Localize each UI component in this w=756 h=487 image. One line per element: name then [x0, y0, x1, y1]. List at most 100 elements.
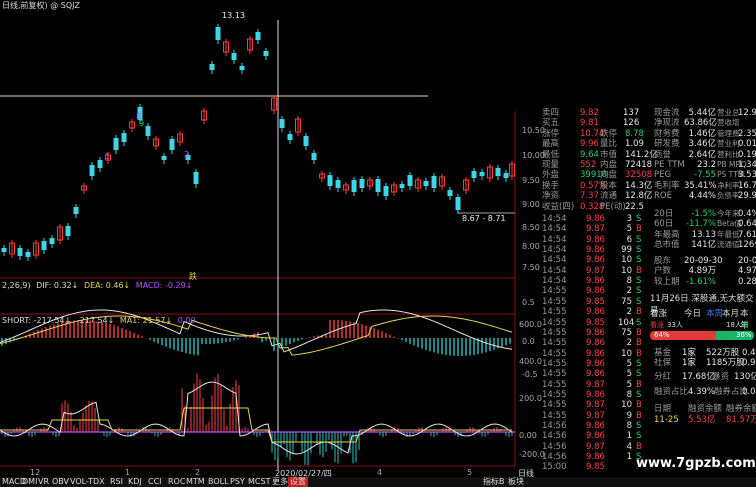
tick-time: 15:00	[542, 462, 567, 473]
candle-body	[239, 66, 245, 70]
margin-label: 融资占比	[654, 387, 689, 397]
tick-time: 14:55	[542, 379, 567, 390]
quote-value: 9.96	[580, 139, 599, 150]
candle-body	[343, 184, 349, 191]
indicator-tab[interactable]: OBV	[52, 477, 70, 486]
tick-price: 9.86	[586, 307, 605, 318]
quote-value: 9.64	[580, 149, 599, 160]
fin-value2: 0.4%	[738, 209, 756, 219]
quote-label: 换手	[542, 180, 560, 191]
fund-pct: 0.4%	[742, 348, 756, 358]
indicator-tab[interactable]: ROC	[168, 477, 186, 486]
indicator-tab[interactable]: 更多	[272, 477, 288, 486]
quote-label2: PE(动)	[600, 201, 626, 212]
candle-body	[223, 41, 229, 53]
indicator-tab[interactable]: MACD	[2, 477, 26, 486]
fund-label: 基金	[654, 348, 672, 358]
indicator-tab[interactable]: MCST	[248, 477, 271, 486]
quote-label: 涨停	[542, 128, 560, 139]
poll-tab-today[interactable]: 今日	[684, 309, 702, 319]
short-ma1: MA1: 21.57↓	[119, 316, 173, 325]
tick-volume: 4	[626, 441, 632, 452]
candle-body	[9, 242, 15, 255]
indicator-tab[interactable]: DMI	[22, 477, 38, 486]
y-tick: 10.00	[522, 151, 545, 160]
tick-volume: 2	[626, 338, 632, 349]
candle-body	[1, 248, 7, 252]
indicator-tab[interactable]: MTM	[186, 477, 205, 486]
poll-tab-week[interactable]: 本周	[706, 309, 724, 319]
tick-volume: 8	[626, 276, 632, 287]
period-label[interactable]: 日线	[518, 469, 534, 478]
fund-label: 社保	[654, 358, 672, 369]
tick-flag: B	[636, 224, 642, 235]
tick-price: 9.86	[586, 338, 605, 349]
fin-label2: Beta值	[717, 219, 742, 229]
candle-body	[73, 207, 79, 214]
quote-value2: 1.09	[625, 139, 644, 150]
tick-time: 14:56	[542, 421, 567, 431]
indicator-tab[interactable]: BOLL	[208, 477, 229, 486]
tooltip-box	[280, 232, 460, 256]
candle-body	[311, 153, 317, 160]
tick-price: 9.87	[586, 410, 605, 421]
div-label2: 暴资	[712, 372, 730, 382]
fin-value: -7.55	[694, 170, 716, 181]
tick-flag: S	[636, 421, 642, 431]
fin-label: PEG	[654, 170, 672, 181]
news-line[interactable]: 11月26日 深股通,无大额交易	[650, 294, 754, 316]
candle-body	[65, 226, 71, 236]
fin-value: 1.46亿	[688, 128, 716, 139]
quote-label: 净资	[542, 191, 560, 202]
indicator-tab[interactable]: VR	[38, 477, 50, 486]
count-mark: 9	[139, 119, 145, 128]
candle-body	[303, 136, 309, 146]
tick-time: 14:55	[542, 296, 567, 307]
tick-flag: B	[636, 400, 642, 411]
bottom-right-item[interactable]: 指标B	[483, 477, 505, 486]
tick-time: 14:55	[542, 369, 567, 380]
indicator-tab[interactable]: KDJ	[128, 477, 142, 486]
kline-svg[interactable]	[0, 0, 540, 487]
indicator-tab[interactable]: CCI	[148, 477, 162, 486]
candle-body	[503, 173, 509, 178]
tick-price: 9.86	[586, 452, 605, 463]
tick-price: 9.86	[586, 348, 605, 359]
y-tick: 9.50	[522, 176, 540, 185]
tick-price: 9.87	[586, 224, 605, 235]
drop-mark: 跌	[189, 272, 197, 281]
fin-label: 现金流	[654, 108, 680, 118]
candle-body	[105, 154, 111, 161]
tick-volume: 10	[621, 255, 632, 266]
quote-amount: 137	[623, 108, 640, 118]
x-tick-crosshair: 2020/02/27/四	[275, 469, 332, 478]
tick-price: 9.86	[586, 234, 605, 245]
candle-body	[359, 179, 365, 188]
poll-tab-year[interactable]: 本年	[740, 309, 749, 331]
fin-value: 63.86亿	[684, 118, 717, 129]
tick-flag: S	[636, 286, 642, 297]
tick-volume: 10	[621, 400, 632, 411]
indicator-tab[interactable]: RSI	[110, 477, 123, 486]
indicator-tab[interactable]: PSY	[230, 477, 245, 486]
bottom-right-item[interactable]: 板块	[508, 477, 524, 486]
candle-body	[201, 110, 207, 121]
tick-flag: B	[636, 379, 642, 390]
tick-flag: S	[636, 369, 642, 380]
fund-count: 1家	[682, 348, 696, 358]
indicator-tab[interactable]: VOL-TDX	[70, 477, 105, 486]
poll-up-pct: 64%	[654, 331, 670, 339]
tick-price: 9.86	[586, 255, 605, 266]
indicator-tab[interactable]: 设置	[288, 477, 308, 487]
chart-area[interactable]: 日线,前复权) @ SQJZ 10.50 10.00 9.50 9.00 8.5…	[0, 0, 545, 487]
tick-flag: S	[636, 296, 642, 307]
candle-body	[383, 186, 389, 196]
quote-value2: 141.2亿	[625, 149, 658, 160]
tick-price: 9.86	[586, 214, 605, 224]
poll-tab-month[interactable]: 本月	[722, 309, 740, 319]
tick-flag: B	[636, 327, 642, 338]
dea-line	[0, 315, 513, 356]
tick-volume: 6	[626, 234, 632, 245]
candle-body	[327, 175, 333, 186]
fin-value2: 126亿	[738, 240, 756, 251]
